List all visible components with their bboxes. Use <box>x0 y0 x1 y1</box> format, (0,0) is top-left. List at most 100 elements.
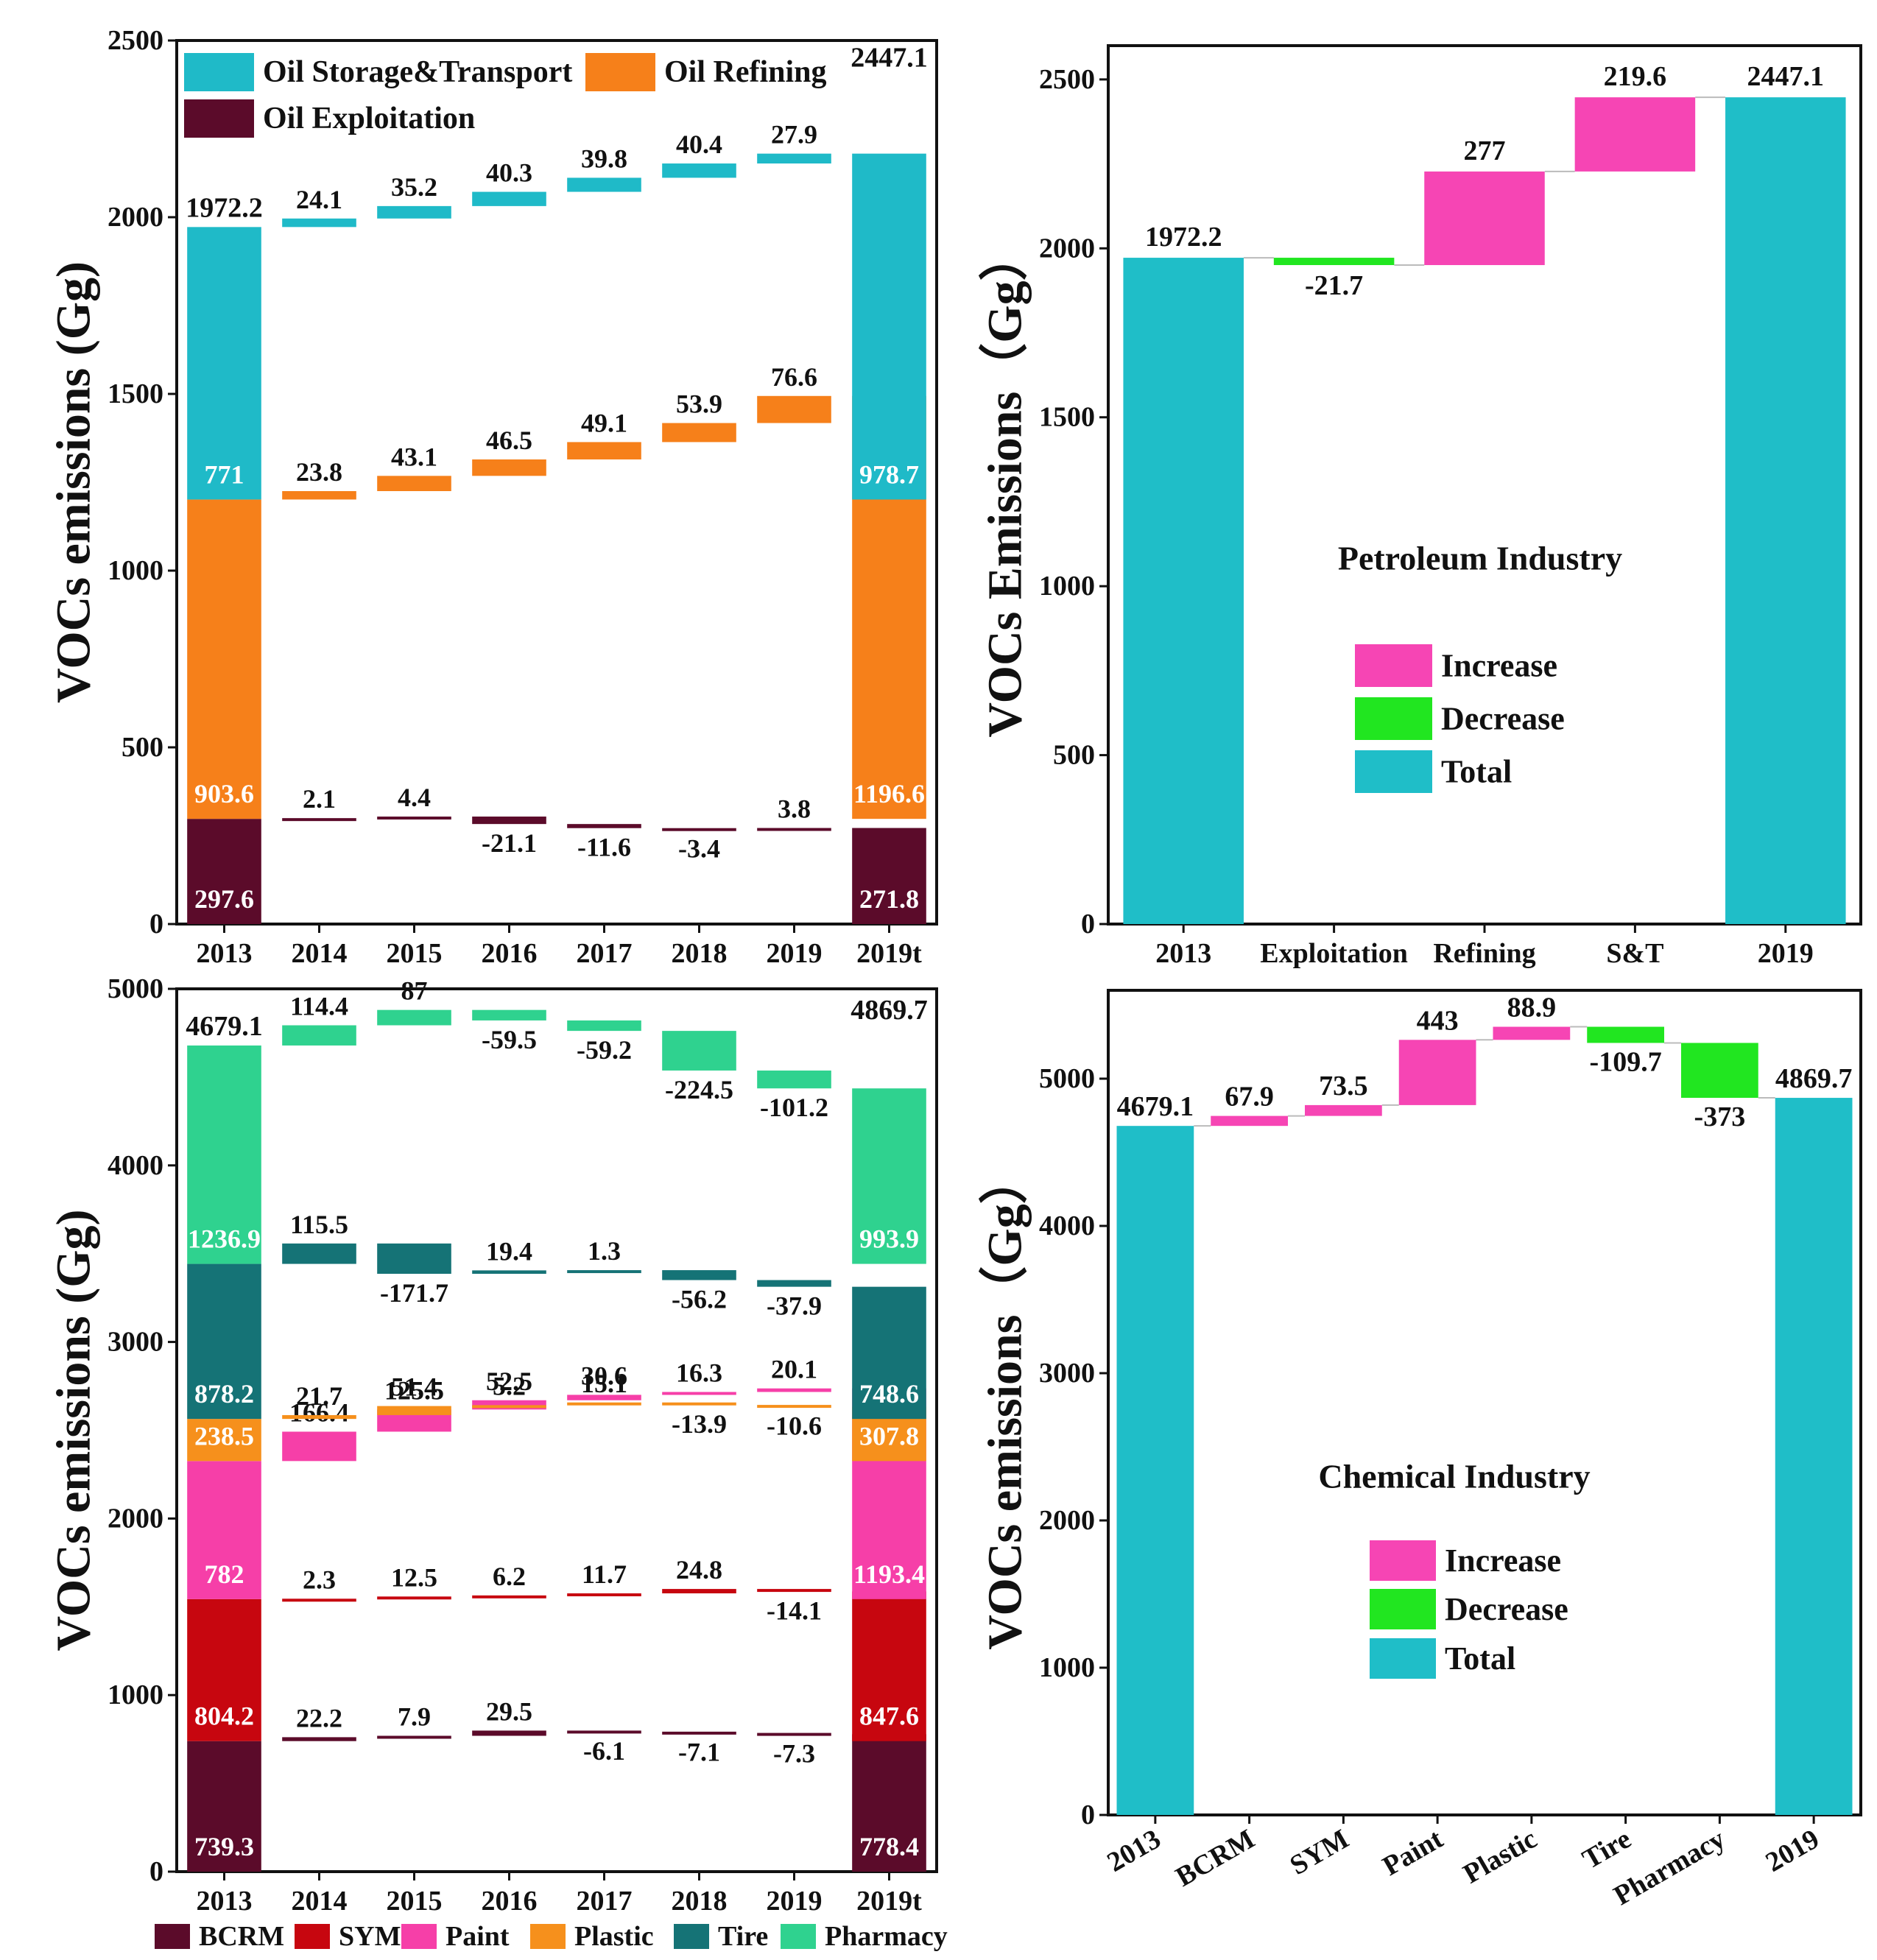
chem-stack-delta-bar <box>377 1735 451 1739</box>
petro-wf-y-tick-label: 500 <box>1053 740 1095 771</box>
chem-stack-legend-swatch <box>674 1924 709 1949</box>
chem-stack-x-tick-label: 2018 <box>672 1886 728 1917</box>
petro-wf-y-tick-label: 2500 <box>1039 64 1095 95</box>
chem-stack-x-tick-label: 2016 <box>482 1886 538 1917</box>
petro-stack-delta-bar <box>282 218 356 228</box>
chem-wf-value-label: -373 <box>1694 1101 1746 1132</box>
chem-stack-delta-bar <box>662 1270 736 1280</box>
chem-wf-bar-paint <box>1398 1040 1476 1105</box>
chem-stack-delta-label: 1.3 <box>588 1236 621 1266</box>
chem-stack-delta-label: -6.1 <box>583 1736 625 1766</box>
chem-stack-delta-bar <box>472 1270 546 1275</box>
chem-stack-delta-label: 29.5 <box>486 1696 532 1726</box>
petro-wf-chart-title: Petroleum Industry <box>1338 540 1622 577</box>
petro-wf-y-axis-title: VOCs Emissions（Gg） <box>978 232 1032 737</box>
chem-stack-x-tick-label: 2019 <box>767 1886 823 1917</box>
chem-stack-delta-label: 166.4 <box>289 1397 349 1427</box>
petro-wf-legend-label: Total <box>1441 754 1512 790</box>
petro-wf-value-label: -21.7 <box>1305 270 1363 301</box>
petro-stack-delta-bar <box>567 824 641 828</box>
chem-stack-value-label: 804.2 <box>194 1702 254 1731</box>
chem-stack-legend-swatch <box>401 1924 437 1949</box>
petro-stack-total-label-end: 2447.1 <box>851 42 928 73</box>
chem-stack-delta-label: 7.9 <box>398 1702 431 1731</box>
petro-stack-value-label: 771 <box>205 459 244 489</box>
chem-stack-bar-2019t-sym <box>852 1591 926 1741</box>
chem-wf-value-label: 88.9 <box>1507 993 1557 1023</box>
chem-wf-bar-bcrm <box>1211 1115 1289 1127</box>
petro-wf-y-tick-label: 0 <box>1081 909 1095 940</box>
chem-stack-delta-bar <box>282 1431 356 1462</box>
petro-stack-delta-bar <box>472 459 546 476</box>
chem-stack-delta-bar <box>377 1596 451 1600</box>
chem-stack-delta-bar <box>282 1598 356 1602</box>
chem-stack-x-tick-label: 2013 <box>197 1886 253 1917</box>
petro-stack-delta-bar <box>377 205 451 219</box>
petro-stack-x-tick-label: 2014 <box>292 938 348 969</box>
chem-wf-bar-tire <box>1587 1026 1665 1043</box>
petro-wf-value-label: 1972.2 <box>1145 222 1222 253</box>
petro-stack-delta-bar <box>472 817 546 825</box>
petro-stack-y-tick-label: 500 <box>122 732 163 763</box>
petro-stack-delta-bar <box>567 177 641 192</box>
chem-wf-value-label: -109.7 <box>1590 1046 1662 1077</box>
chem-wf-value-label: 4679.1 <box>1117 1091 1194 1122</box>
chem-stack-y-tick-label: 4000 <box>108 1150 163 1181</box>
chem-stack-bar-2019t-bcrm <box>852 1734 926 1872</box>
petro-stack-delta-bar <box>662 163 736 178</box>
petro-wf-x-tick-label: S&T <box>1606 938 1663 969</box>
chem-stack-value-label: 739.3 <box>194 1832 254 1861</box>
chem-stack-delta-bar <box>567 1593 641 1597</box>
chem-stack-legend-label: Tire <box>718 1921 768 1952</box>
petro-stack-value-label: 297.6 <box>194 884 254 914</box>
chem-wf-plot-frame <box>1107 989 1862 1816</box>
petro-stack-value-label: 1196.6 <box>853 779 925 808</box>
petro-stack-delta-label: 35.2 <box>391 172 437 202</box>
petro-stack-legend-label: Oil Refining <box>664 55 827 89</box>
chem-stack-delta-bar <box>377 1406 451 1415</box>
petro-stack-delta-label: 23.8 <box>296 457 342 487</box>
chem-stack-delta-bar <box>567 1270 641 1274</box>
chem-stack-delta-label: 24.8 <box>676 1555 722 1584</box>
petro-stack-delta-label: -3.4 <box>678 833 720 863</box>
chem-stack-delta-label: 52.5 <box>486 1367 532 1396</box>
chem-stack-legend-label: SYM <box>339 1921 401 1952</box>
petro-wf-bar-exploitation <box>1273 258 1395 266</box>
petro-stack-delta-label: 39.8 <box>581 144 627 173</box>
chem-wf-bar-plastic <box>1493 1026 1571 1040</box>
chem-stack-bar-2013-sym <box>187 1598 261 1741</box>
chem-stack-legend-label: Plastic <box>574 1921 654 1952</box>
chem-wf-x-tick-label: 2019 <box>1761 1823 1825 1878</box>
chem-stack-delta-label: 6.2 <box>493 1562 526 1591</box>
chem-wf-y-tick-label: 5000 <box>1039 1063 1095 1094</box>
petro-wf-x-tick-label: Exploitation <box>1260 938 1408 969</box>
petro-stack-delta-label: -21.1 <box>482 828 537 858</box>
chem-stack-delta-label: -14.1 <box>767 1596 822 1625</box>
petro-stack-delta-bar <box>757 153 831 164</box>
petro-stack-delta-bar <box>472 191 546 206</box>
chem-stack-delta-bar <box>567 1730 641 1734</box>
petro-stack-delta-bar <box>377 817 451 820</box>
chem-wf-x-tick-label: Plastic <box>1458 1823 1542 1889</box>
petro-stack-delta-bar <box>662 828 736 831</box>
petro-wf-legend-label: Decrease <box>1441 701 1565 737</box>
petro-stack-x-tick-label: 2013 <box>197 938 253 969</box>
chem-stack-legend-swatch <box>781 1924 816 1949</box>
chem-stack-delta-bar <box>282 1414 356 1420</box>
chem-stack-value-label: 993.9 <box>859 1224 919 1254</box>
chem-stack-x-tick-label: 2019t <box>856 1886 922 1917</box>
chem-wf-legend-label: Increase <box>1445 1543 1561 1579</box>
chem-stack-delta-label: -59.2 <box>577 1035 632 1065</box>
petro-wf-bar-refining <box>1424 171 1545 266</box>
chem-stack-value-label: 778.4 <box>859 1832 919 1861</box>
chem-wf-bar-pharmacy <box>1680 1043 1758 1099</box>
chem-stack-delta-bar <box>757 1388 831 1392</box>
petro-stack-delta-label: 3.8 <box>778 794 811 824</box>
chem-stack-bar-2013-pharmacy <box>187 1045 261 1264</box>
chem-stack-x-tick-label: 2017 <box>577 1886 633 1917</box>
chem-stack-delta-bar <box>472 1595 546 1598</box>
petro-stack-legend-swatch <box>184 53 254 91</box>
petro-wf-y-tick-label: 2000 <box>1039 233 1095 264</box>
petro-stack-delta-bar <box>282 491 356 500</box>
chem-wf-x-tick-label: Tire <box>1577 1823 1636 1875</box>
